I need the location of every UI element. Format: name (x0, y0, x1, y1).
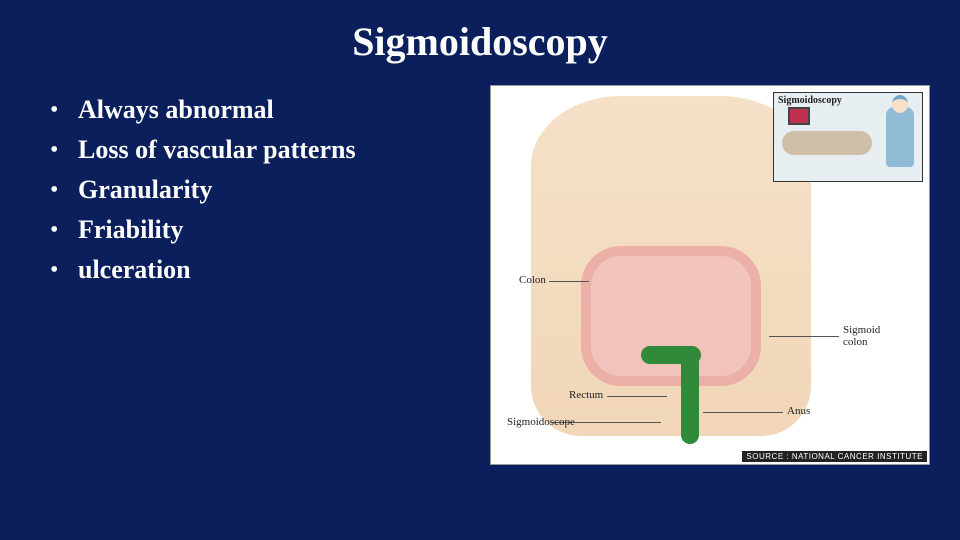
sigmoid-colon-label: Sigmoid colon (843, 324, 880, 348)
list-item: • Loss of vascular patterns (50, 133, 450, 167)
leader-line (769, 336, 839, 337)
leader-line (549, 281, 589, 282)
bullet-text: Always abnormal (78, 93, 274, 127)
inset-doctor (886, 107, 914, 167)
leader-line (607, 396, 667, 397)
sigmoidoscope-shape (681, 354, 699, 444)
procedure-inset: Sigmoidoscopy (773, 92, 923, 182)
bullet-list: • Always abnormal • Loss of vascular pat… (50, 85, 450, 465)
bullet-marker: • (50, 253, 78, 287)
intestine-shape (581, 246, 761, 386)
list-item: • Granularity (50, 173, 450, 207)
inset-title: Sigmoidoscopy (778, 95, 842, 106)
colon-label: Colon (519, 274, 546, 286)
bullet-text: Friability (78, 213, 183, 247)
list-item: • ulceration (50, 253, 450, 287)
leader-line (703, 412, 783, 413)
bullet-marker: • (50, 133, 78, 167)
bullet-text: Granularity (78, 173, 212, 207)
inset-patient (782, 131, 872, 155)
bullet-marker: • (50, 173, 78, 207)
list-item: • Always abnormal (50, 93, 450, 127)
sigmoidoscope-label: Sigmoidoscope (507, 416, 575, 428)
content-area: • Always abnormal • Loss of vascular pat… (0, 75, 960, 465)
bullet-marker: • (50, 213, 78, 247)
slide-title: Sigmoidoscopy (0, 0, 960, 75)
rectum-label: Rectum (569, 389, 603, 401)
source-credit: SOURCE : NATIONAL CANCER INSTITUTE (742, 451, 927, 462)
anatomy-diagram: Sigmoidoscopy Colon Sigmoid colon Rectum… (490, 85, 930, 465)
inset-monitor (788, 107, 810, 125)
anus-label: Anus (787, 405, 810, 417)
bullet-marker: • (50, 93, 78, 127)
list-item: • Friability (50, 213, 450, 247)
bullet-text: Loss of vascular patterns (78, 133, 356, 167)
bullet-text: ulceration (78, 253, 191, 287)
figure-area: Sigmoidoscopy Colon Sigmoid colon Rectum… (450, 85, 930, 465)
